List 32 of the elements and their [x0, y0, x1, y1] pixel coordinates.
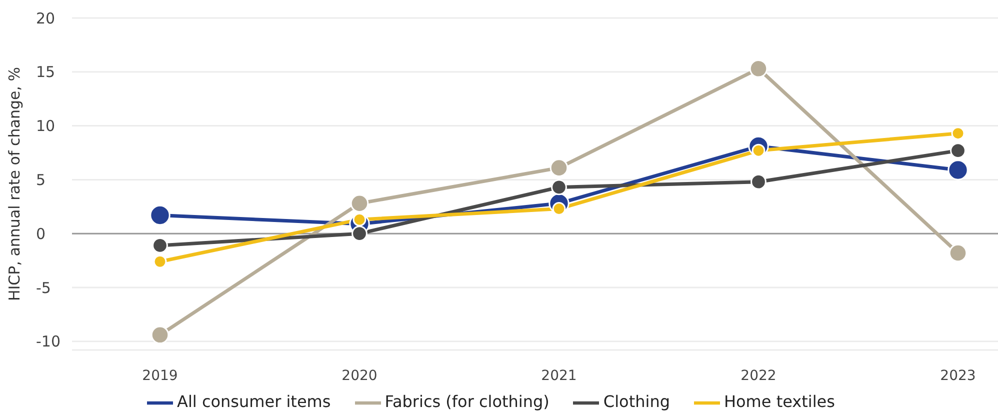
point: [352, 212, 366, 226]
point: [750, 174, 766, 190]
point: [150, 204, 170, 226]
point: [153, 254, 167, 268]
y-tick-label: -5: [36, 278, 51, 297]
x-tick-label: 2023: [940, 368, 976, 384]
point: [150, 326, 170, 344]
point: [951, 126, 965, 140]
y-tick-label: 5: [36, 171, 46, 190]
point: [550, 158, 568, 177]
legend-label: Home textiles: [724, 392, 835, 412]
point: [551, 179, 567, 196]
point: [950, 142, 966, 159]
y-tick-label: 20: [36, 9, 56, 28]
point: [352, 226, 368, 242]
y-tick-label: 0: [36, 224, 46, 243]
y-tick-label: 10: [36, 117, 56, 136]
x-tick-label: 2022: [740, 368, 776, 384]
legend-label: Fabrics (for clothing): [384, 392, 550, 412]
y-tick-label: 15: [36, 63, 56, 82]
x-tick-label: 2019: [142, 368, 178, 384]
point: [948, 244, 968, 262]
point: [749, 60, 768, 78]
legend-label: All consumer items: [177, 392, 331, 412]
x-tick-label: 2021: [541, 368, 577, 384]
y-tick-label: -10: [36, 332, 60, 351]
x-tick-label: 2020: [342, 368, 378, 384]
point: [152, 237, 168, 254]
point: [350, 194, 369, 213]
y-axis-title: HICP, annual rate of change, %: [5, 66, 24, 302]
point: [948, 160, 968, 180]
legend-label: Clothing: [603, 392, 670, 412]
